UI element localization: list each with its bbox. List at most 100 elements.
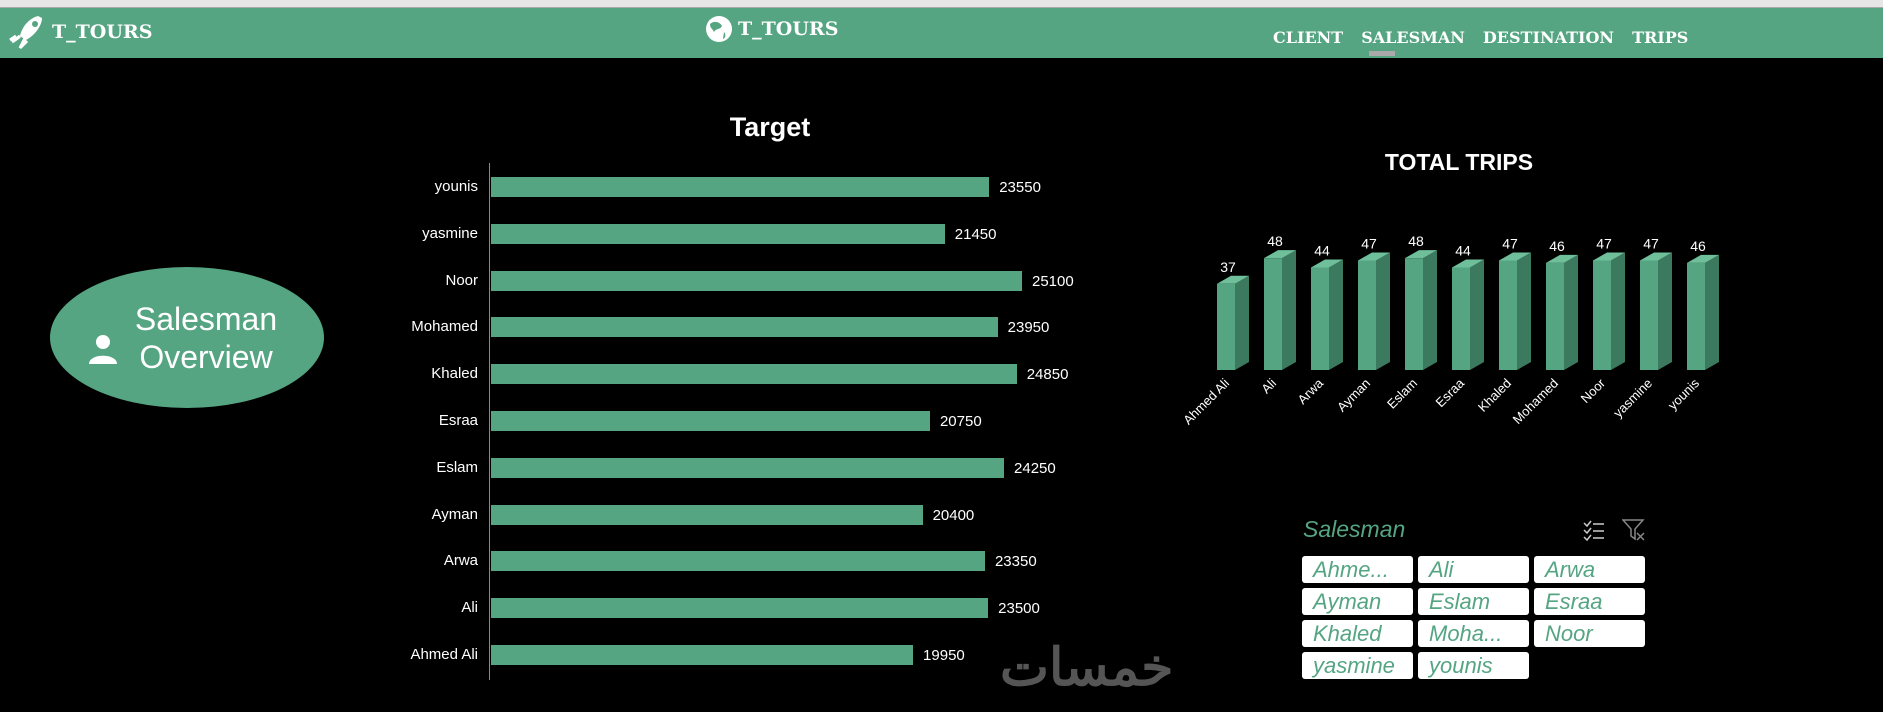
brand-center-text: T_TOURS xyxy=(738,18,839,40)
brand-left: T_TOURS xyxy=(8,14,152,50)
target-bar[interactable] xyxy=(491,270,1022,291)
user-icon xyxy=(89,334,117,364)
target-data-label: 19950 xyxy=(923,647,965,664)
trips-bar-side xyxy=(1611,252,1625,370)
target-data-label: 25100 xyxy=(1032,272,1074,290)
target-bar[interactable] xyxy=(491,411,930,431)
overview-label: Salesman Overview xyxy=(134,300,278,375)
trips-data-label: 48 xyxy=(1408,233,1424,249)
nav-client[interactable]: CLIENT xyxy=(1273,29,1343,47)
trips-category-label: Ahmed Ali xyxy=(1180,375,1232,427)
trips-bar xyxy=(1499,260,1517,370)
target-bar[interactable] xyxy=(491,645,914,665)
trips-data-label: 47 xyxy=(1596,235,1612,251)
trips-bar-top xyxy=(1264,250,1296,259)
trips-data-label: 46 xyxy=(1549,238,1565,254)
trips-bar xyxy=(1264,258,1282,370)
trips-chart-title: TOTAL TRIPS xyxy=(1384,149,1534,175)
nav-destination[interactable]: DESTINATION xyxy=(1483,29,1614,47)
trips-data-label: 37 xyxy=(1220,259,1236,275)
nav-destination-label: DESTINATION xyxy=(1482,28,1615,47)
target-data-label: 20400 xyxy=(932,506,975,524)
trips-bar-side xyxy=(1376,252,1390,370)
slicer-item[interactable]: Moha... xyxy=(1418,620,1529,647)
trips-bar-side xyxy=(1658,252,1672,370)
trips-bar xyxy=(1593,260,1611,370)
target-category-label: Khaled xyxy=(431,365,478,383)
target-bar[interactable] xyxy=(491,364,1017,385)
nav-trips[interactable]: TRIPS xyxy=(1632,29,1688,47)
target-bar[interactable] xyxy=(491,551,985,572)
brand-left-text: T_TOURS xyxy=(52,21,153,43)
trips-bar-top xyxy=(1358,252,1390,261)
target-category-label: Esraa xyxy=(438,412,478,429)
target-chart-title: Target xyxy=(729,112,811,142)
trips-bar xyxy=(1405,258,1423,370)
nav-salesman[interactable]: SALESMAN xyxy=(1361,28,1465,56)
slicer-item[interactable]: Esraa xyxy=(1534,588,1645,615)
target-bar[interactable] xyxy=(491,504,923,525)
trips-data-label: 47 xyxy=(1502,235,1518,251)
target-category-label: younis xyxy=(434,178,478,195)
trips-data-label: 48 xyxy=(1267,233,1283,249)
trips-bar-side xyxy=(1423,250,1437,370)
target-category-label: Ahmed Ali xyxy=(410,646,478,663)
slicer-item[interactable]: Khaled xyxy=(1302,620,1413,647)
trips-bar xyxy=(1311,267,1329,370)
trips-category-label: Esraa xyxy=(1432,375,1467,410)
target-bar[interactable] xyxy=(491,177,990,197)
target-category-label: Arwa xyxy=(443,552,478,570)
target-data-label: 23500 xyxy=(998,600,1040,618)
trips-data-label: 44 xyxy=(1314,242,1330,258)
target-data-label: 24250 xyxy=(1014,459,1056,477)
trips-category-label: Mohamed xyxy=(1510,376,1561,427)
slicer-item[interactable]: Ali xyxy=(1418,556,1529,583)
slicer-item[interactable]: younis xyxy=(1418,652,1529,679)
trips-category-label: Khaled xyxy=(1475,376,1514,415)
target-bar[interactable] xyxy=(491,598,989,619)
window-top-strip xyxy=(0,0,1883,8)
slicer-item[interactable]: Ayman xyxy=(1302,588,1413,615)
target-bar[interactable] xyxy=(491,457,1005,478)
clear-filter-icon[interactable] xyxy=(1622,518,1646,542)
target-category-label: Ali xyxy=(461,599,478,617)
trips-bar-top xyxy=(1405,250,1437,259)
main-nav: CLIENT SALESMAN DESTINATION TRIPS xyxy=(1273,28,1688,56)
trips-bar-side xyxy=(1329,259,1343,370)
target-category-label: yasmine xyxy=(422,224,478,242)
target-data-label: 23950 xyxy=(1007,319,1050,337)
target-data-label: 23550 xyxy=(999,179,1041,196)
salesman-overview-badge[interactable]: Salesman Overview xyxy=(50,267,324,408)
target-bar[interactable] xyxy=(491,317,998,338)
nav-client-label: CLIENT xyxy=(1273,28,1344,47)
trips-category-label: Noor xyxy=(1578,375,1609,406)
trips-bar-side xyxy=(1470,259,1484,370)
trips-data-label: 47 xyxy=(1643,235,1659,251)
trips-bar-top xyxy=(1311,259,1343,268)
brand-center: T_TOURS xyxy=(704,14,838,44)
target-category-label: Eslam xyxy=(436,458,478,476)
trips-bar-side xyxy=(1564,254,1578,370)
trips-chart: 37 Ahmed Ali 48 Ali 44 Arwa 47 Ayman 48 Eslam 44 Es… xyxy=(1180,233,1719,428)
trips-data-label: 47 xyxy=(1361,235,1377,251)
target-bar[interactable] xyxy=(491,223,945,244)
trips-bar xyxy=(1358,260,1376,370)
trips-bar-top xyxy=(1452,259,1484,268)
trips-bar-side xyxy=(1517,252,1531,370)
slicer-item[interactable]: yasmine xyxy=(1302,652,1413,679)
slicer-item[interactable]: Ahme... xyxy=(1302,556,1413,583)
slicer-item[interactable]: Arwa xyxy=(1534,556,1645,583)
trips-bar-side xyxy=(1282,250,1296,370)
slicer-item[interactable]: Eslam xyxy=(1418,588,1529,615)
watermark: خمسات xyxy=(1000,639,1174,697)
trips-bar xyxy=(1640,260,1658,370)
trips-category-label: younis xyxy=(1665,375,1703,413)
nav-salesman-label: SALESMAN xyxy=(1361,28,1465,47)
header-bar xyxy=(0,8,1883,58)
nav-trips-label: TRIPS xyxy=(1632,28,1689,47)
trips-data-label: 46 xyxy=(1690,238,1706,254)
multi-select-icon[interactable] xyxy=(1582,519,1606,541)
slicer-item[interactable]: Noor xyxy=(1534,620,1645,647)
target-category-label: Ayman xyxy=(431,505,478,523)
trips-bar-side xyxy=(1235,275,1249,370)
